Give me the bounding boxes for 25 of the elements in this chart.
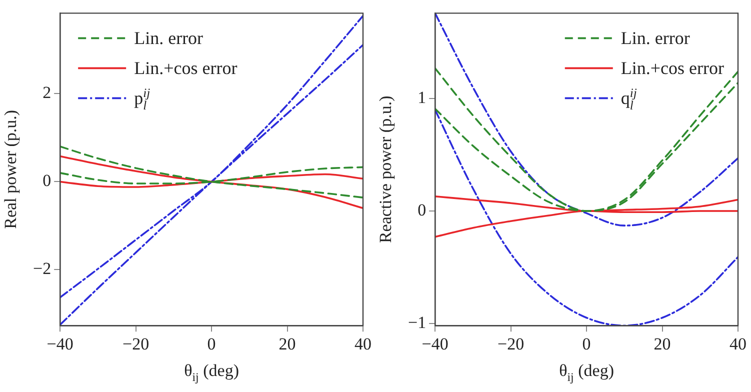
- x-tick-label: 20: [278, 334, 296, 354]
- legend-label: Lin. error: [620, 28, 690, 48]
- x-tick-label: −40: [46, 334, 74, 354]
- line-series: [60, 155, 363, 210]
- y-tick-label: 2: [42, 83, 52, 102]
- x-tick-label: 40: [730, 334, 746, 354]
- y-tick-label: 1: [418, 88, 426, 108]
- y-axis-title: Reactive power (p.u.): [376, 96, 395, 244]
- x-tick-label: −20: [122, 334, 150, 354]
- y-tick-label: −1: [408, 312, 426, 332]
- legend-label: Lin.+cos error: [134, 58, 238, 78]
- x-tick-label: 40: [354, 334, 372, 354]
- y-tick-label: 0: [42, 171, 52, 190]
- x-tick-label: −20: [498, 334, 524, 354]
- y-tick-label: −2: [32, 259, 52, 278]
- x-tick-label: −40: [422, 334, 448, 354]
- x-tick-label: 0: [207, 334, 216, 354]
- line-series: [60, 146, 363, 198]
- x-tick-label: 20: [654, 334, 671, 354]
- x-tick-label: 0: [582, 334, 591, 354]
- line-series: [435, 13, 738, 226]
- legend-label: Lin. error: [134, 28, 204, 48]
- y-tick-label: 0: [418, 200, 426, 220]
- legend-label: Lin.+cos error: [620, 58, 724, 78]
- y-axis-title: Real power (p.u.): [1, 110, 20, 229]
